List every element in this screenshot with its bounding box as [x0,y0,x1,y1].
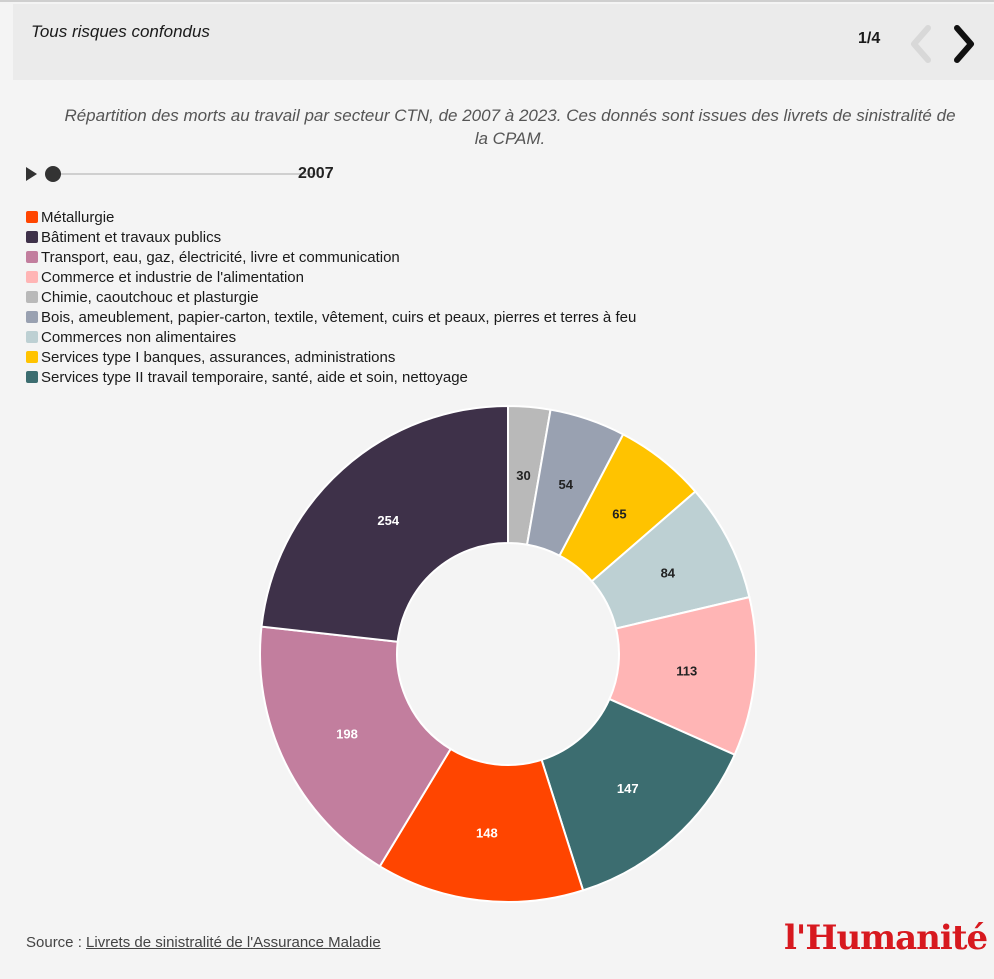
legend-item[interactable]: Commerce et industrie de l'alimentation [26,267,636,287]
legend-label: Bâtiment et travaux publics [41,228,222,246]
slice-value-label: 113 [676,664,697,679]
slider-year-value: 2007 [298,165,334,182]
legend-item[interactable]: Transport, eau, gaz, électricité, livre … [26,247,636,267]
source-link[interactable]: Livrets de sinistralité de l'Assurance M… [86,934,381,951]
legend-swatch [26,351,38,363]
legend-item[interactable]: Bois, ameublement, papier-carton, textil… [26,307,636,327]
donut-slice[interactable] [525,408,625,558]
chevron-right-icon[interactable] [949,22,979,66]
slice-value-label: 147 [617,781,639,796]
legend-item[interactable]: Services type I banques, assurances, adm… [26,347,636,367]
legend-label: Services type II travail temporaire, san… [41,368,468,386]
legend-swatch [26,211,38,223]
legend-item[interactable]: Commerces non alimentaires [26,327,636,347]
header-bar: Tous risques confondus 1/4 [13,4,994,80]
chart-subtitle: Répartition des morts au travail par sec… [64,106,956,148]
source-prefix: Source : [26,934,87,951]
legend-label: Commerce et industrie de l'alimentation [41,268,304,286]
legend-label: Commerces non alimentaires [41,328,237,346]
donut-slice[interactable] [259,625,452,868]
page-indicator: 1/4 [858,30,881,47]
legend-label: Services type I banques, assurances, adm… [41,348,396,366]
donut-slice[interactable] [558,433,697,583]
donut-slice[interactable] [590,490,751,630]
play-icon[interactable] [26,167,37,181]
top-border [0,0,994,2]
slice-value-label: 148 [476,825,498,840]
legend-label: Transport, eau, gaz, électricité, livre … [41,248,400,266]
year-slider[interactable]: 2007 [26,163,366,185]
legend-item[interactable]: Services type II travail temporaire, san… [26,367,636,387]
legend-swatch [26,371,38,383]
source-line: Source : Livrets de sinistralité de l'As… [26,934,381,951]
slice-value-label: 84 [661,565,676,580]
header-title: Tous risques confondus [31,22,210,41]
legend-swatch [26,311,38,323]
legend-swatch [26,331,38,343]
donut-slice[interactable] [378,747,585,903]
slice-value-label: 254 [377,513,399,528]
chevron-left-icon[interactable] [906,22,936,66]
legend-label: Métallurgie [41,208,115,226]
legend-label: Bois, ameublement, papier-carton, textil… [41,308,637,326]
donut-slice[interactable] [540,697,736,892]
chart-legend: Métallurgie Bâtiment et travaux publics Tr… [26,207,636,387]
legend-swatch [26,251,38,263]
slider-track[interactable] [46,173,316,175]
legend-item[interactable]: Chimie, caoutchouc et plasturgie [26,287,636,307]
humanite-logo: l'Humanité [784,918,988,958]
slice-value-label: 30 [516,468,530,483]
legend-item[interactable]: Bâtiment et travaux publics [26,227,636,247]
donut-slice[interactable] [260,404,509,643]
legend-swatch [26,291,38,303]
legend-swatch [26,271,38,283]
donut-slice[interactable] [608,595,757,757]
legend-swatch [26,231,38,243]
slice-value-label: 65 [612,506,626,521]
slice-value-label: 198 [336,726,358,741]
legend-label: Chimie, caoutchouc et plasturgie [41,288,259,306]
slice-value-label: 54 [559,477,574,492]
donut-slice[interactable] [507,404,552,546]
legend-item[interactable]: Métallurgie [26,207,636,227]
slider-handle[interactable] [45,166,61,182]
